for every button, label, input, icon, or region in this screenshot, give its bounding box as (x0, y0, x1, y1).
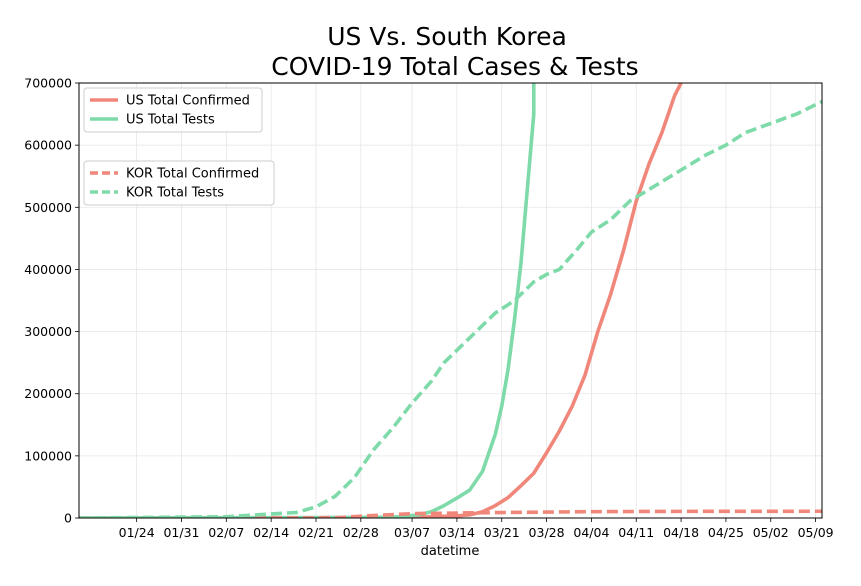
legend-label: KOR Total Confirmed (126, 167, 259, 182)
y-tick-label: 0 (64, 511, 72, 526)
legend-us: US Total Confirmed US Total Tests (83, 87, 263, 133)
chart-title-line-1: US Vs. South Korea (327, 22, 567, 51)
series-group (79, 83, 822, 518)
x-tick-label: 04/18 (663, 525, 699, 540)
legend-label: KOR Total Tests (126, 186, 224, 201)
x-tick-label: 02/07 (208, 525, 244, 540)
plot-area-frame (78, 82, 823, 519)
x-tick-label: 02/21 (298, 525, 334, 540)
y-tick-label: 400000 (24, 262, 72, 277)
x-tick-label: 05/09 (798, 525, 834, 540)
legend-kor: KOR Total Confirmed KOR Total Tests (83, 160, 275, 206)
x-tick-label: 03/21 (484, 525, 520, 540)
series-line-kor-total-tests (79, 100, 822, 518)
series-line-us-total-tests (79, 83, 536, 518)
y-tick-label: 600000 (24, 138, 72, 153)
x-tick-label: 03/28 (529, 525, 565, 540)
x-tick-label: 01/24 (119, 525, 155, 540)
x-tick-label: 03/14 (439, 525, 475, 540)
legend-label: US Total Confirmed (126, 94, 250, 109)
x-tick-label: 05/02 (753, 525, 789, 540)
legend-label: US Total Tests (126, 113, 215, 128)
x-tick-label: 01/31 (163, 525, 199, 540)
x-tick-label: 02/14 (253, 525, 289, 540)
x-tick-label: 04/25 (708, 525, 744, 540)
x-tick-label: 03/07 (394, 525, 430, 540)
y-tick-label: 500000 (24, 200, 72, 215)
legend-box (83, 87, 263, 133)
legend-box (83, 160, 275, 206)
axis-ticks: 01/24 01/31 02/07 02/14 02/21 02/28 03/07 03/14… (24, 76, 833, 541)
chart-title-line-2: COVID-19 Total Cases & Tests (271, 52, 638, 81)
y-tick-label: 700000 (24, 76, 72, 91)
y-tick-label: 300000 (24, 324, 72, 339)
x-tick-label: 04/11 (618, 525, 654, 540)
grid (79, 82, 822, 519)
x-tick-label: 02/28 (343, 525, 379, 540)
y-tick-label: 200000 (24, 386, 72, 401)
x-axis-label: datetime (421, 544, 480, 559)
series-line-us-total-confirmed (79, 83, 683, 518)
y-tick-label: 100000 (24, 448, 72, 463)
x-tick-label: 04/04 (573, 525, 609, 540)
